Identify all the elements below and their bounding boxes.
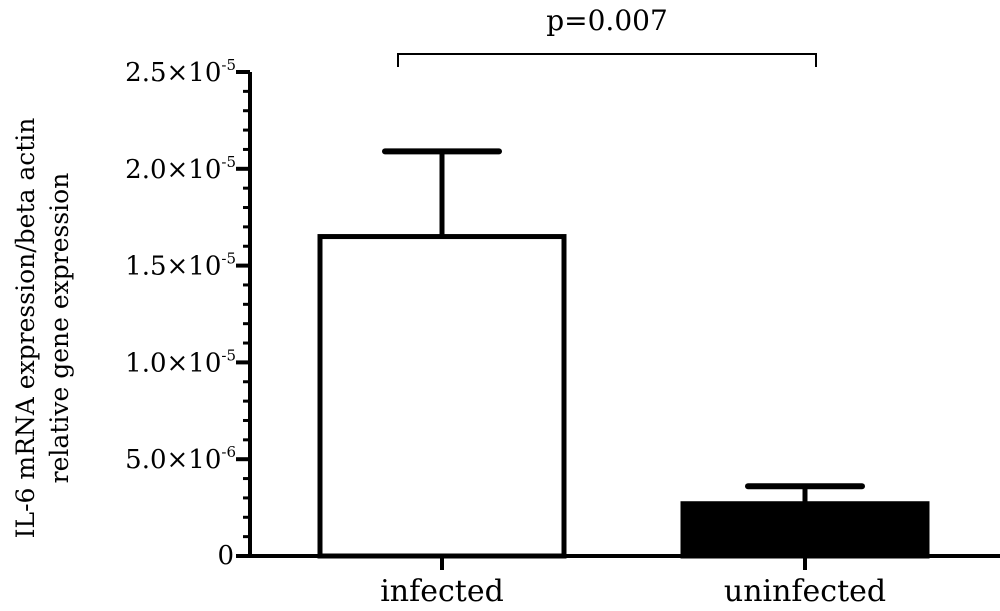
y-tick-label: 1.5×10-5	[125, 250, 236, 282]
p-value-label: p=0.007	[546, 4, 668, 37]
error-bars	[382, 148, 865, 504]
significance-bracket-line	[397, 53, 817, 67]
x-tick-label-uninfected: uninfected	[724, 574, 886, 609]
y-tick-label: 5.0×10-6	[125, 443, 236, 475]
bars	[317, 234, 930, 559]
significance-bracket: p=0.007	[397, 4, 817, 67]
bar-infected	[317, 234, 567, 559]
y-axis: 0 5.0×10-6 1.0×10-5 1.5×10-5 2.0×10-5 2.5×10-…	[125, 56, 252, 571]
y-axis-title-line-1: IL-6 mRNA expression/beta actin	[11, 118, 40, 539]
y-tick-label: 1.0×10-5	[125, 346, 236, 378]
y-tick-label: 2.0×10-5	[125, 153, 236, 185]
x-tick-label-infected: infected	[380, 574, 504, 609]
y-tick-label: 0	[217, 541, 234, 571]
y-axis-title: IL-6 mRNA expression/beta actin relative…	[11, 118, 74, 539]
bar-uninfected	[680, 501, 930, 559]
y-tick-label: 2.5×10-5	[125, 56, 236, 88]
x-axis: infected uninfected	[250, 554, 1000, 609]
y-axis-title-line-2: relative gene expression	[45, 173, 74, 484]
